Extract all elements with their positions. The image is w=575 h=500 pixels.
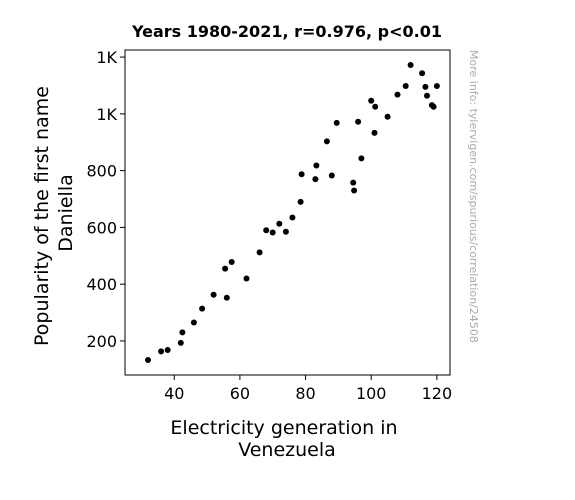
data-point [394, 91, 401, 98]
data-point [190, 319, 197, 326]
data-point [419, 70, 426, 77]
data-point [350, 179, 357, 186]
y-axis-label-line-2: Daniella [55, 174, 77, 251]
data-point [430, 103, 437, 110]
data-point [333, 119, 340, 126]
x-axis-label: Electricity generation in Venezuela [170, 417, 403, 461]
data-point [199, 305, 206, 312]
data-point [222, 265, 229, 272]
data-point [298, 171, 305, 178]
data-point [424, 92, 430, 99]
source-watermark: More info: tylervigen.com/spurious/corre… [467, 50, 480, 343]
data-point [313, 162, 320, 169]
data-point [210, 291, 217, 298]
y-axis-label-line-1: Popularity of the first name [31, 86, 53, 346]
data-point [282, 228, 289, 235]
data-point [164, 347, 171, 353]
data-point [177, 339, 184, 346]
x-tick-label: 40 [164, 384, 184, 403]
data-point [223, 294, 230, 301]
x-tick-label: 60 [230, 384, 250, 403]
y-tick-label: 400 [86, 275, 117, 294]
x-tick-label: 100 [356, 384, 387, 403]
data-point [276, 220, 283, 227]
data-point [179, 329, 186, 336]
data-point [312, 176, 319, 183]
data-point [433, 83, 440, 89]
chart-title: Years 1980-2021, r=0.976, p<0.01 [131, 22, 442, 41]
data-point [368, 97, 375, 104]
data-point [351, 187, 358, 194]
data-point [407, 62, 414, 68]
data-point [358, 155, 365, 162]
data-point [263, 227, 270, 234]
x-tick-label: 120 [422, 384, 453, 403]
data-point [371, 129, 378, 136]
data-point [328, 172, 335, 179]
x-axis-ticks: 40 60 80 100 120 [164, 375, 452, 403]
data-points [145, 62, 440, 363]
y-tick-label: 1K [96, 105, 117, 124]
data-point [289, 214, 296, 221]
data-point [323, 138, 330, 145]
x-tick-label: 80 [295, 384, 315, 403]
data-point [384, 113, 391, 120]
y-tick-label: 800 [86, 162, 117, 181]
data-point [256, 249, 263, 256]
data-point [145, 357, 151, 363]
y-tick-label: 1K [96, 48, 117, 67]
data-point [372, 103, 379, 110]
data-point [355, 118, 362, 125]
y-axis-ticks: 200 400 600 800 1K 1K [86, 48, 125, 351]
data-point [402, 83, 409, 89]
data-point [269, 229, 276, 236]
data-point [297, 198, 304, 205]
data-point [243, 275, 250, 282]
data-point [422, 83, 429, 90]
plot-area-frame [124, 49, 451, 376]
y-tick-label: 200 [86, 332, 117, 351]
x-axis-label-line-1: Electricity generation in [170, 417, 397, 439]
y-axis-label: Popularity of the first name Daniella [31, 80, 77, 346]
y-tick-label: 600 [86, 218, 117, 237]
data-point [228, 259, 235, 265]
x-axis-label-line-2: Venezuela [238, 439, 336, 461]
data-point [158, 348, 165, 355]
